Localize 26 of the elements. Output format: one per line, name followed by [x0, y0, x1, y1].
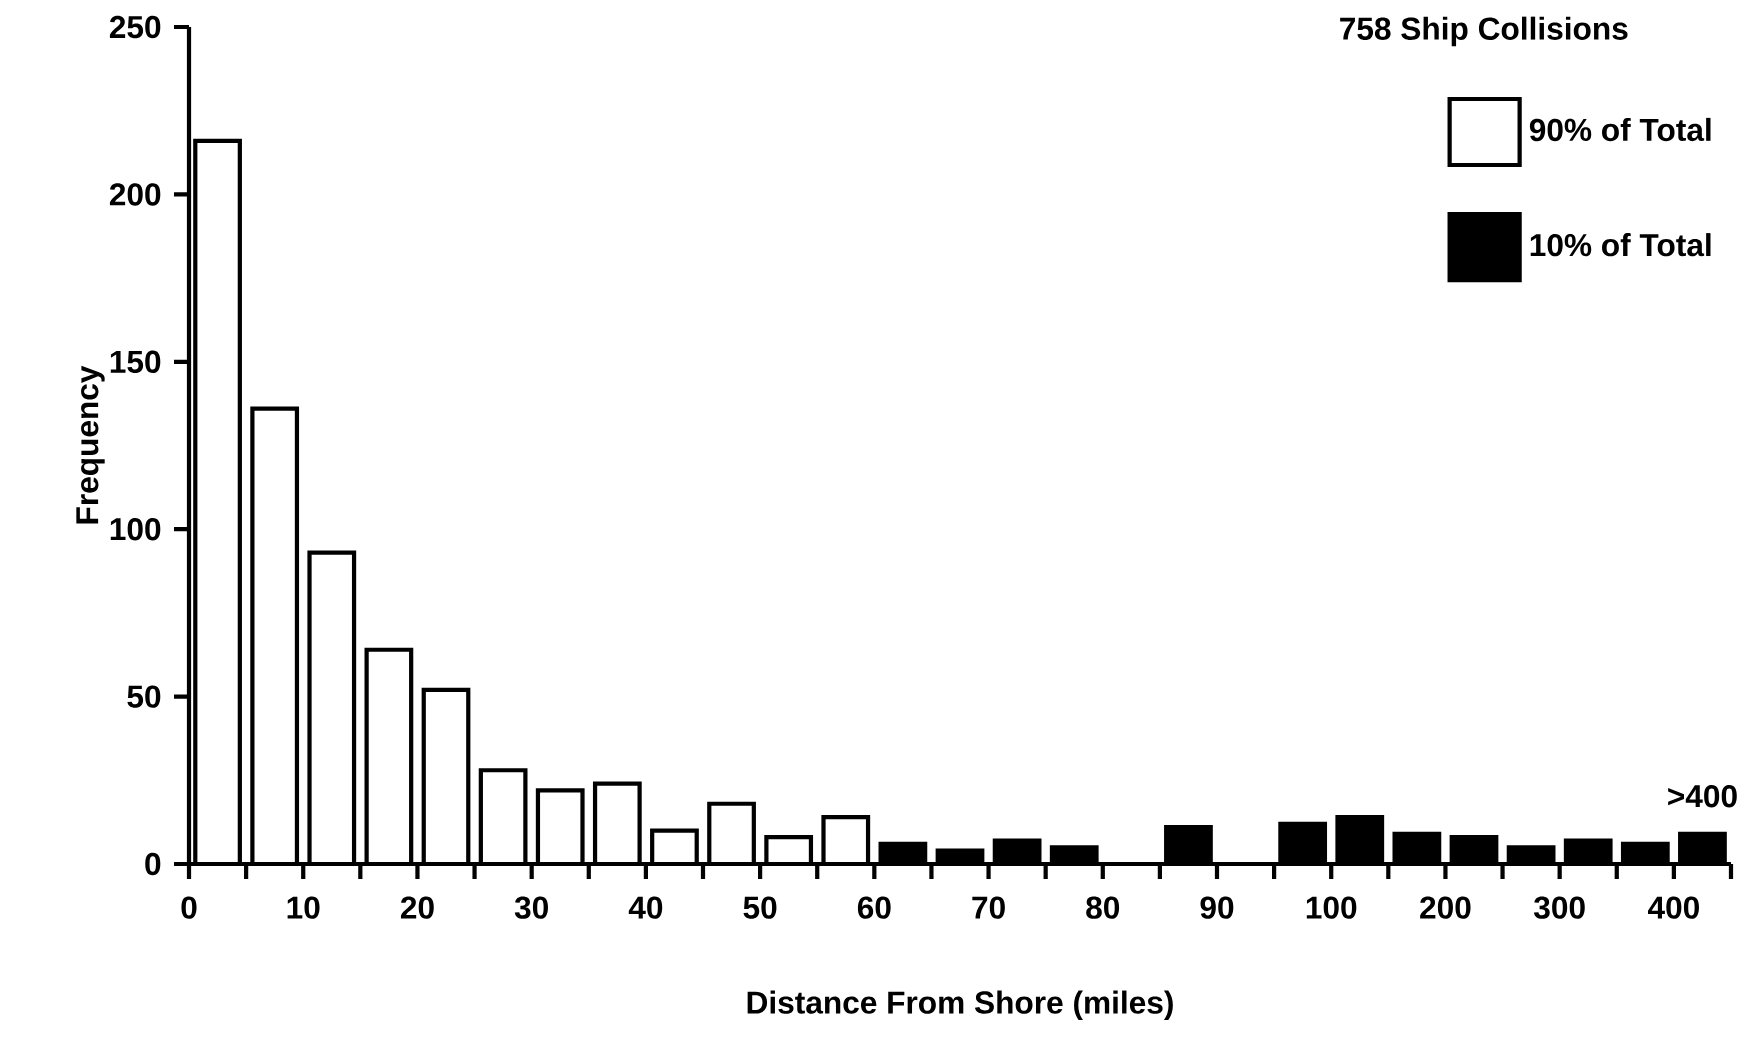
- text: 400: [1647, 896, 1699, 919]
- y-tick-label: 100: [110, 517, 161, 541]
- legend-title: 758 Ship Collisions: [1340, 16, 1628, 47]
- annotation: >400: [1668, 784, 1737, 808]
- y-tick-label: 150: [110, 350, 161, 374]
- y-tick-label: 250: [109, 15, 161, 39]
- y-tick-label: 200: [109, 183, 161, 206]
- text: 60: [857, 896, 891, 919]
- text: 50: [743, 896, 777, 919]
- text: 40: [628, 896, 663, 919]
- y-tick-label: 0: [145, 852, 161, 876]
- legend-label: 90% of Total: [1529, 117, 1711, 142]
- y-axis-title: Frequency: [76, 365, 105, 524]
- text: 20: [400, 896, 434, 919]
- text: 0: [181, 896, 197, 919]
- legend-label: 10% of Total: [1530, 233, 1711, 257]
- text: 10: [287, 896, 320, 919]
- text: 200: [1420, 896, 1471, 919]
- text: 80: [1086, 896, 1120, 919]
- y-tick-label: 50: [127, 685, 161, 708]
- text: 90: [1200, 896, 1234, 919]
- text: 100: [1306, 896, 1357, 919]
- x-axis-title: Distance From Shore (miles): [747, 990, 1173, 1021]
- text: 30: [514, 896, 548, 919]
- text: 300: [1533, 896, 1585, 919]
- text: 70: [972, 896, 1005, 919]
